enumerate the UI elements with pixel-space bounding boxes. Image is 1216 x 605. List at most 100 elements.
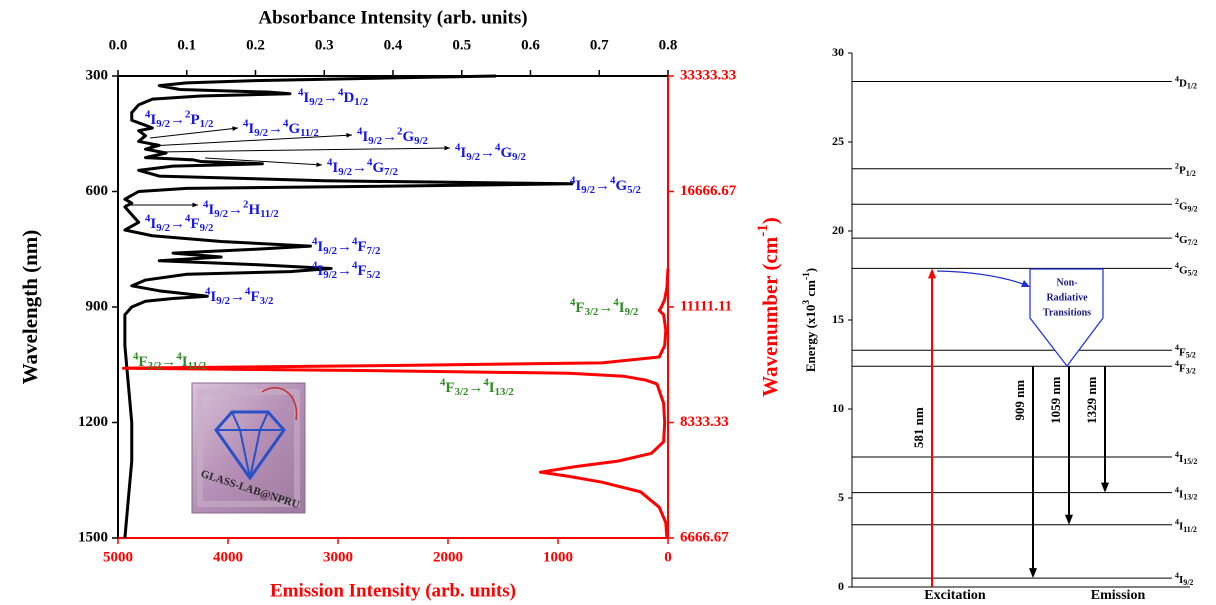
text-part: I <box>150 216 156 232</box>
x2-tick-label: 0.0 <box>109 37 128 53</box>
text-part: 2 <box>1175 197 1179 206</box>
text-part: I <box>362 129 368 145</box>
text-part: 9/2 <box>309 97 323 109</box>
nonradiative-arrow <box>936 270 1027 286</box>
text-part: 11/2 <box>188 361 207 373</box>
inset-glass-edge <box>197 389 300 507</box>
text-part: 2 <box>397 126 402 138</box>
text-part: 4 <box>312 260 318 272</box>
text-part: G <box>288 121 300 137</box>
text-part: 4 <box>1175 571 1179 580</box>
text-part: G <box>500 145 512 161</box>
arrow-head <box>928 268 936 279</box>
x-tick-label: 0 <box>664 549 672 565</box>
transition-label: 1059 nm <box>1048 376 1063 423</box>
text-part: 15/2 <box>1183 457 1197 466</box>
x2-tick-label: 0.5 <box>452 37 471 53</box>
text-part: 13/2 <box>1183 493 1197 502</box>
y-tick-label: 25 <box>832 134 844 148</box>
text-part: F <box>250 289 259 305</box>
text-part: P <box>1179 164 1186 176</box>
nonradiative-text: Transitions <box>1043 307 1091 318</box>
arrow-head <box>1101 482 1109 493</box>
text-part: → <box>382 129 397 145</box>
y-tick-label: 10 <box>832 401 844 415</box>
annotation-arrow <box>204 157 323 166</box>
arrow-head <box>444 145 450 151</box>
transition-label: 1329 nm <box>1084 376 1099 423</box>
y2-tick-label: 33333.33 <box>680 67 736 83</box>
text-part: 4 <box>357 126 363 138</box>
text-part: F <box>1179 362 1186 374</box>
text-part: 4 <box>610 175 616 187</box>
annotation-arrow <box>149 134 353 147</box>
text-part: 1/2 <box>354 97 368 109</box>
group-label: Emission <box>1091 588 1146 603</box>
x-axis-title: Emission Intensity (arb. units) <box>270 580 516 601</box>
text-part: D <box>343 90 354 106</box>
transition-label: 581 nm <box>911 407 926 448</box>
annotation: 4F3/2→4I9/2 <box>570 297 638 319</box>
text-part: 9/2 <box>1183 578 1193 587</box>
text-part: 4 <box>327 157 333 169</box>
annotation: 4I9/2→4G5/2 <box>570 175 641 197</box>
text-part: 3/2 <box>585 307 599 319</box>
x2-tick-label: 0.4 <box>384 37 403 53</box>
text-part: → <box>170 216 185 232</box>
x-tick-label: 1000 <box>543 549 573 565</box>
text-part: 9/2 <box>156 119 170 131</box>
text-part: 4 <box>133 351 139 363</box>
spectrum-line <box>122 268 670 539</box>
annotation: 4F3/2→4I13/2 <box>440 377 514 399</box>
text-part: 4 <box>1175 450 1179 459</box>
arrow-head <box>232 126 238 131</box>
text-part: 5/2 <box>367 270 381 282</box>
y-tick-label: 15 <box>832 312 844 326</box>
text-part: G <box>402 129 414 145</box>
inset-background <box>191 382 306 514</box>
text-part: 4 <box>245 286 251 298</box>
arrow-head <box>316 162 322 168</box>
text-part: 5/2 <box>1186 350 1196 359</box>
text-part: G <box>1179 200 1188 212</box>
x-tick-label: 4000 <box>213 549 243 565</box>
text-part: G <box>1179 264 1188 276</box>
text-part: D <box>1179 77 1187 89</box>
y-tick-label: 1200 <box>78 414 108 430</box>
text-part: → <box>337 239 352 255</box>
transition-label: 909 nm <box>1012 380 1027 421</box>
text-part: 9/2 <box>254 128 268 140</box>
text-part: 5/2 <box>627 185 641 197</box>
text-part: 4 <box>570 297 576 309</box>
x2-axis-title: Absorbance Intensity (arb. units) <box>258 7 527 28</box>
x2-tick-label: 0.6 <box>521 37 540 53</box>
text-part: I <box>210 289 216 305</box>
text-part: I <box>489 380 495 396</box>
text-part: -1 <box>755 224 771 237</box>
level-label: 2G9/2 <box>1175 197 1198 213</box>
text-part: Wavenumber (cm <box>758 236 782 397</box>
text-part: 9/2 <box>323 246 337 258</box>
annotation: 4I9/2→4G9/2 <box>455 142 526 164</box>
text-part: 9/2 <box>414 136 428 148</box>
nonradiative-text: Radiative <box>1046 292 1088 303</box>
text-part: 9/2 <box>466 152 480 164</box>
x-tick-label: 5000 <box>103 549 133 565</box>
nonradiative-text: Non- <box>1056 277 1077 288</box>
text-part: 4 <box>455 142 461 154</box>
text-part: 1/2 <box>200 119 214 131</box>
text-part: → <box>230 289 245 305</box>
text-part: 9/2 <box>581 185 595 197</box>
text-part: 4 <box>495 142 501 154</box>
text-part: 4 <box>312 236 318 248</box>
text-part: 1/2 <box>1187 81 1197 90</box>
spectrum-line <box>123 74 574 539</box>
level-label: 4G7/2 <box>1175 231 1198 247</box>
nonradiative-box <box>1029 268 1104 367</box>
text-part: 4 <box>1175 485 1179 494</box>
annotation: 4I9/2→4D1/2 <box>298 87 368 109</box>
text-part: 4 <box>1175 231 1179 240</box>
level-label: 4I15/2 <box>1175 450 1197 466</box>
annotation: 4I9/2→4G11/2 <box>243 118 319 140</box>
